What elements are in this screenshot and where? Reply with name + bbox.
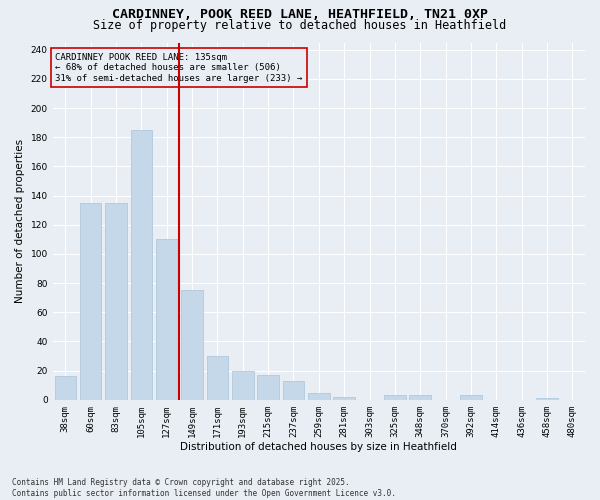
Bar [257, 375, 279, 400]
Bar [232, 370, 254, 400]
Text: Contains HM Land Registry data © Crown copyright and database right 2025.
Contai: Contains HM Land Registry data © Crown c… [12, 478, 396, 498]
Bar [156, 240, 178, 400]
Bar [384, 396, 406, 400]
Text: CARDINNEY, POOK REED LANE, HEATHFIELD, TN21 0XP: CARDINNEY, POOK REED LANE, HEATHFIELD, T… [112, 8, 488, 20]
Bar [460, 396, 482, 400]
Bar [131, 130, 152, 400]
Bar [206, 356, 228, 400]
Bar [80, 203, 101, 400]
Bar [181, 290, 203, 400]
X-axis label: Distribution of detached houses by size in Heathfield: Distribution of detached houses by size … [181, 442, 457, 452]
Bar [283, 381, 304, 400]
Bar [536, 398, 558, 400]
Bar [334, 397, 355, 400]
Y-axis label: Number of detached properties: Number of detached properties [15, 139, 25, 303]
Bar [105, 203, 127, 400]
Text: Size of property relative to detached houses in Heathfield: Size of property relative to detached ho… [94, 18, 506, 32]
Text: CARDINNEY POOK REED LANE: 135sqm
← 68% of detached houses are smaller (506)
31% : CARDINNEY POOK REED LANE: 135sqm ← 68% o… [55, 52, 302, 82]
Bar [308, 392, 329, 400]
Bar [409, 396, 431, 400]
Bar [55, 376, 76, 400]
